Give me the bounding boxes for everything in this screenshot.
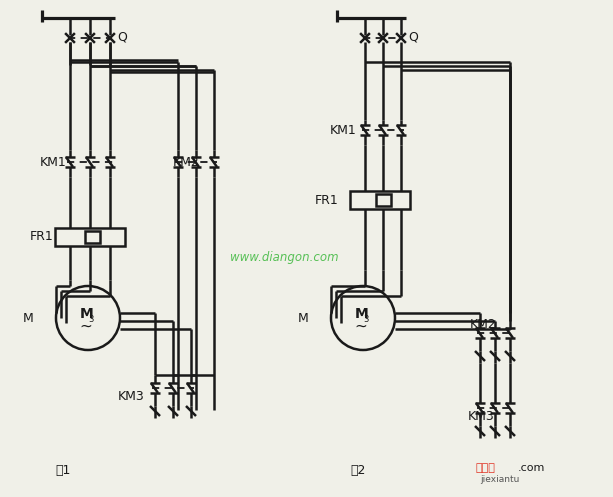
Text: FR1: FR1 <box>30 231 54 244</box>
Text: KM2: KM2 <box>470 319 497 331</box>
Text: 3: 3 <box>364 316 368 325</box>
Text: 3: 3 <box>88 316 94 325</box>
Text: KM3: KM3 <box>468 410 495 422</box>
Text: KM2: KM2 <box>173 156 200 168</box>
Text: www.diangon.com: www.diangon.com <box>230 251 338 264</box>
Text: KM3: KM3 <box>118 390 145 403</box>
Text: KM1: KM1 <box>40 156 67 168</box>
Text: M: M <box>80 307 94 321</box>
Text: Q: Q <box>408 30 418 44</box>
Text: jiexiantu: jiexiantu <box>480 476 519 485</box>
Text: KM1: KM1 <box>330 123 357 137</box>
Text: M: M <box>355 307 369 321</box>
Text: .com: .com <box>518 463 546 473</box>
Text: ~: ~ <box>80 319 93 333</box>
Bar <box>85 231 100 243</box>
Text: 图2: 图2 <box>350 464 365 477</box>
Text: FR1: FR1 <box>315 193 339 206</box>
Text: M: M <box>23 312 34 325</box>
Text: ~: ~ <box>355 319 367 333</box>
Bar <box>55 228 125 246</box>
Text: M: M <box>298 312 309 325</box>
Text: 图1: 图1 <box>55 464 70 477</box>
Text: Q: Q <box>117 30 127 44</box>
Text: 接线图: 接线图 <box>475 463 495 473</box>
Bar <box>350 191 410 209</box>
Bar <box>376 194 391 206</box>
